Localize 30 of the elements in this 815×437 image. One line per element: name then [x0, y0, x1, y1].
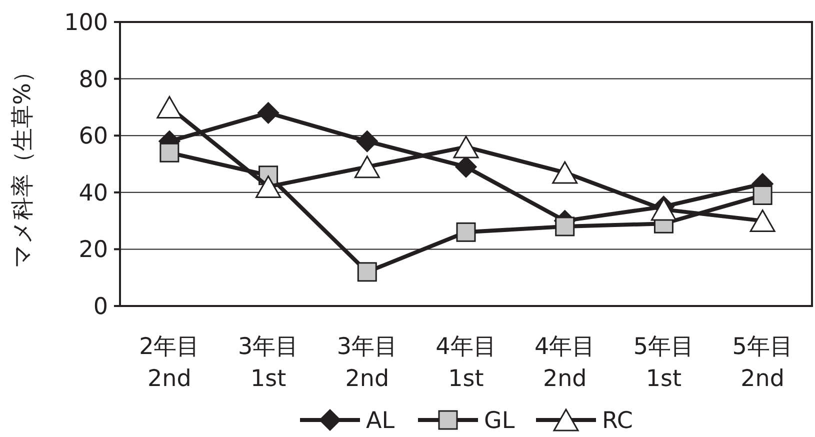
legend-label: RC: [602, 408, 633, 434]
y-tick-label: 80: [78, 66, 108, 93]
point: [456, 222, 476, 242]
point: [258, 102, 280, 124]
point: [357, 262, 377, 282]
legend-label: GL: [484, 408, 515, 434]
y-tick-label: 20: [78, 237, 108, 264]
point: [555, 216, 575, 236]
point: [354, 156, 380, 178]
point: [156, 96, 182, 118]
y-tick-label: 100: [64, 10, 108, 36]
x-tick-label: 2年目 2nd: [139, 334, 200, 392]
y-axis-title: マメ科率（生草%）: [10, 60, 36, 268]
legend-label: AL: [366, 408, 395, 434]
point: [256, 175, 282, 198]
x-tick-label: 4年目 2nd: [534, 334, 596, 392]
point: [453, 136, 479, 158]
x-tick-label: 3年目 2nd: [336, 334, 398, 392]
point: [356, 130, 378, 152]
x-tick-label: 5年目 1st: [633, 334, 694, 392]
y-tick-label: 0: [93, 294, 108, 320]
x-tick-label: 5年目 2nd: [732, 334, 793, 392]
x-tick-label: 4年目 1st: [436, 334, 496, 392]
x-tick-label: 3年目 1st: [238, 334, 299, 392]
y-tick-label: 40: [78, 180, 108, 206]
point: [160, 142, 180, 162]
point: [752, 185, 772, 205]
point: [455, 156, 477, 178]
point: [552, 161, 578, 184]
y-tick-label: 60: [78, 124, 108, 150]
